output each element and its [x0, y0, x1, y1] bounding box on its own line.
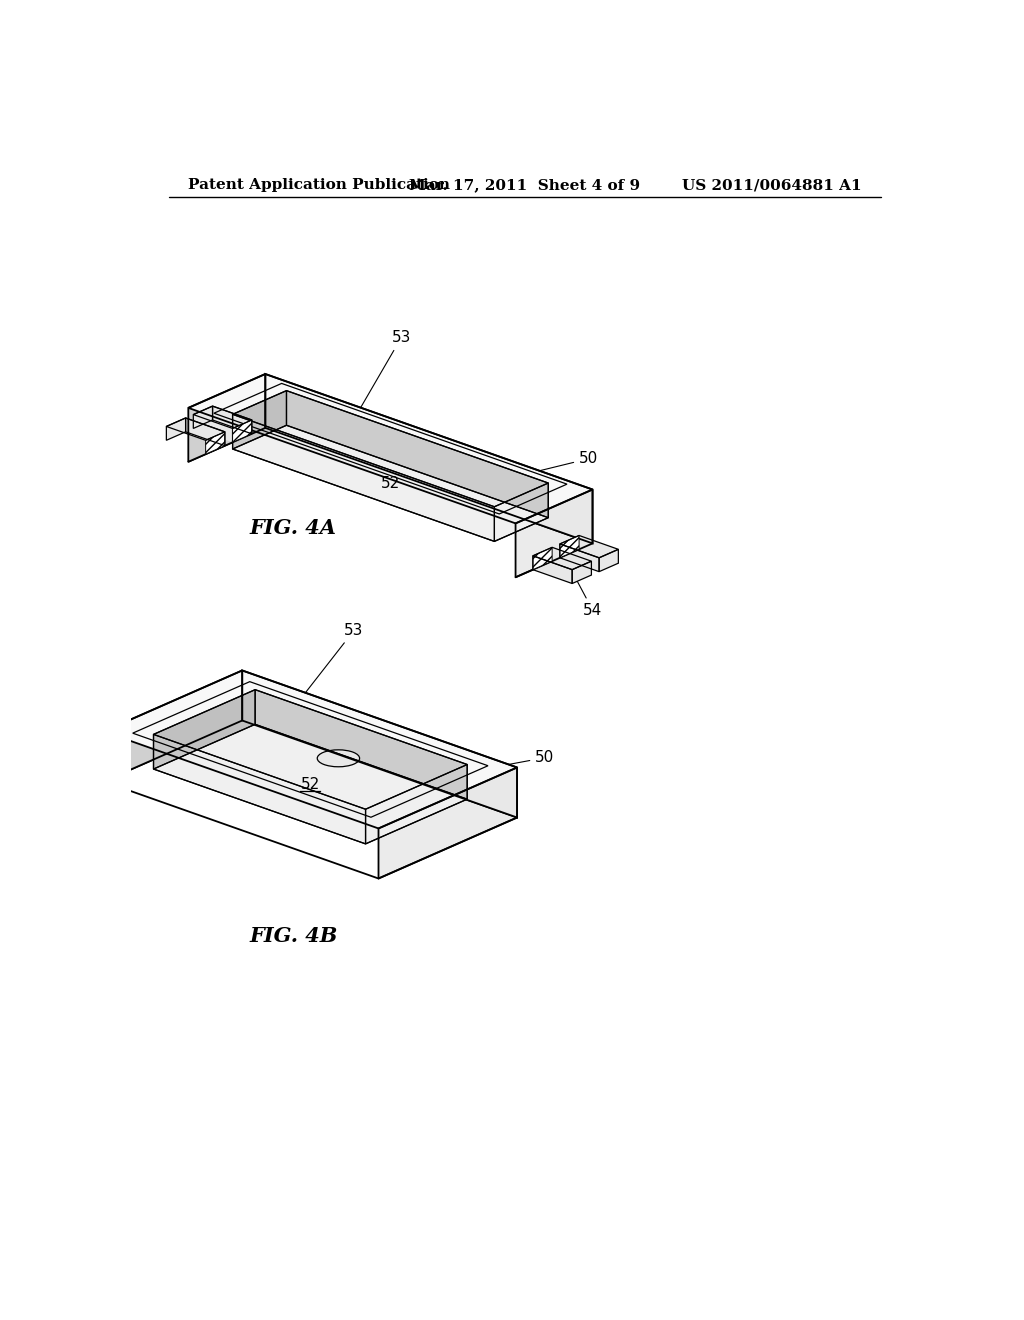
Polygon shape [532, 548, 552, 570]
Polygon shape [206, 432, 225, 454]
Polygon shape [154, 725, 467, 843]
Polygon shape [255, 689, 467, 799]
Polygon shape [572, 561, 592, 583]
Polygon shape [188, 374, 593, 524]
Polygon shape [232, 414, 495, 541]
Text: FIG. 4B: FIG. 4B [250, 927, 338, 946]
Text: Patent Application Publication: Patent Application Publication [188, 178, 451, 193]
Text: FIG. 4A: FIG. 4A [250, 517, 337, 539]
Polygon shape [560, 544, 599, 572]
Text: Mar. 17, 2011  Sheet 4 of 9: Mar. 17, 2011 Sheet 4 of 9 [410, 178, 640, 193]
Polygon shape [515, 490, 593, 577]
Text: 53: 53 [302, 623, 364, 697]
Polygon shape [265, 374, 593, 544]
Polygon shape [560, 536, 618, 558]
Polygon shape [194, 407, 213, 429]
Text: 52: 52 [381, 475, 400, 491]
Polygon shape [232, 391, 287, 449]
Polygon shape [532, 556, 572, 583]
Text: 53: 53 [360, 330, 411, 408]
Text: 52: 52 [301, 776, 319, 792]
Polygon shape [154, 734, 366, 843]
Polygon shape [366, 764, 467, 843]
Text: 50: 50 [465, 750, 555, 772]
Polygon shape [379, 767, 517, 879]
Polygon shape [154, 689, 255, 770]
Polygon shape [166, 418, 185, 441]
Text: 54: 54 [573, 573, 602, 618]
Polygon shape [232, 420, 252, 442]
Polygon shape [599, 549, 618, 572]
Polygon shape [166, 418, 225, 441]
Polygon shape [560, 536, 580, 558]
Polygon shape [243, 671, 517, 817]
Ellipse shape [317, 750, 359, 767]
Polygon shape [287, 391, 548, 517]
Polygon shape [532, 548, 592, 570]
Polygon shape [194, 420, 252, 442]
Polygon shape [232, 425, 548, 541]
Text: 50: 50 [497, 451, 598, 482]
Polygon shape [495, 483, 548, 541]
Polygon shape [194, 407, 252, 429]
Polygon shape [103, 671, 243, 781]
Polygon shape [188, 374, 265, 462]
Polygon shape [103, 671, 517, 829]
Text: US 2011/0064881 A1: US 2011/0064881 A1 [682, 178, 862, 193]
